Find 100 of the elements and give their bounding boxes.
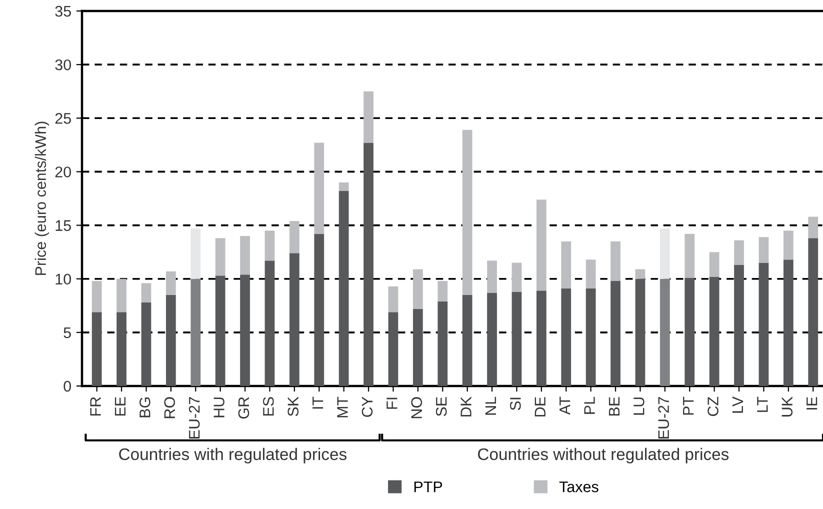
y-tick-label: 20	[55, 166, 71, 178]
bar	[264, 260, 275, 386]
bar	[116, 278, 126, 312]
bar	[709, 276, 720, 386]
legend-label: PTP	[414, 482, 442, 492]
bar	[438, 281, 448, 302]
bar	[412, 308, 423, 386]
bar	[240, 236, 250, 275]
text: Countries with regulated prices	[119, 448, 346, 464]
x-tick-label: MT	[337, 396, 348, 418]
bar	[610, 241, 620, 281]
bar	[338, 191, 349, 386]
x-tick-label: BE	[608, 397, 620, 416]
x-tick-label: GR	[238, 397, 250, 419]
bar	[215, 276, 226, 386]
bar	[758, 237, 769, 263]
bar	[660, 278, 670, 386]
x-tick-label: EU-27	[188, 397, 200, 438]
bar	[487, 292, 497, 386]
x-tick-label: BG	[140, 398, 150, 418]
bar	[586, 288, 596, 386]
text: Countries without regulated prices	[478, 448, 729, 464]
bar	[536, 200, 546, 291]
x-tick-label: IT	[312, 396, 324, 409]
x-tick-label: EE	[114, 397, 126, 416]
x-tick-label: NL	[485, 396, 496, 415]
bar	[462, 130, 472, 295]
y-axis-title: Price (euro cents/kWh)	[34, 122, 50, 275]
bar	[412, 269, 423, 309]
bar	[166, 294, 176, 386]
bar	[734, 240, 744, 265]
bar	[684, 278, 695, 386]
bar	[536, 290, 546, 386]
x-tick-label: ES	[263, 397, 274, 416]
x-tick-label: HU	[214, 398, 224, 418]
x-tick-label: SK	[288, 396, 299, 416]
bar	[314, 234, 324, 386]
bar	[561, 241, 572, 288]
bar	[314, 142, 324, 234]
y-tick-label: 5	[64, 327, 71, 338]
bar	[92, 312, 102, 386]
bar	[635, 269, 646, 279]
bar	[264, 230, 275, 261]
x-tick-label: CZ	[708, 396, 718, 416]
x-tick-label: LU	[634, 398, 644, 415]
x-tick-label: FR	[90, 397, 101, 416]
bar	[610, 281, 620, 386]
x-tick-label: SE	[436, 397, 447, 416]
x-tick-label: PL	[584, 396, 595, 414]
bar	[734, 264, 744, 386]
y-tick-label: 30	[55, 59, 71, 70]
bar	[808, 238, 818, 386]
bar	[709, 252, 720, 277]
bar	[783, 260, 794, 386]
bar	[141, 302, 152, 386]
bar	[388, 312, 398, 386]
bar	[141, 283, 152, 302]
x-tick-label: RO	[164, 397, 176, 418]
x-tick-label: EU-27	[658, 397, 670, 438]
bar	[364, 91, 374, 143]
bar	[635, 278, 646, 386]
x-tick-label: DE	[534, 397, 546, 416]
bar	[289, 253, 300, 386]
x-tick-label: IE	[806, 397, 818, 410]
y-tick-label: 15	[56, 220, 71, 231]
x-tick-label: SI	[510, 398, 521, 410]
x-tick-label: DK	[460, 396, 472, 416]
bar	[166, 271, 176, 295]
x-tick-label: LV	[732, 396, 743, 413]
bar	[364, 142, 374, 386]
bar	[438, 301, 448, 386]
bar	[808, 216, 818, 238]
x-tick-label: AT	[560, 396, 570, 415]
bar	[561, 288, 572, 386]
x-tick-label: FI	[386, 398, 398, 409]
x-tick-label: PT	[683, 396, 694, 415]
y-tick-label: 0	[64, 380, 71, 392]
bar	[684, 234, 695, 278]
legend-label: Taxes	[559, 482, 598, 492]
bar	[512, 262, 522, 292]
bar	[758, 262, 769, 386]
bar	[190, 278, 201, 386]
bar	[289, 221, 300, 254]
bar	[783, 230, 794, 260]
x-tick-label: CY	[362, 396, 373, 417]
x-tick-label: LT	[757, 396, 768, 412]
bar	[338, 182, 349, 191]
bar	[462, 294, 472, 386]
y-tick-label: 35	[55, 6, 71, 17]
bar	[660, 228, 670, 279]
bar	[92, 281, 102, 312]
bar	[190, 228, 201, 279]
x-tick-label: NO	[411, 397, 422, 418]
bar	[388, 286, 398, 312]
bar	[215, 238, 226, 276]
bar	[512, 292, 522, 386]
bar	[586, 260, 596, 288]
bar	[240, 274, 250, 386]
bar	[116, 312, 126, 386]
x-tick-label: UK	[782, 396, 793, 416]
